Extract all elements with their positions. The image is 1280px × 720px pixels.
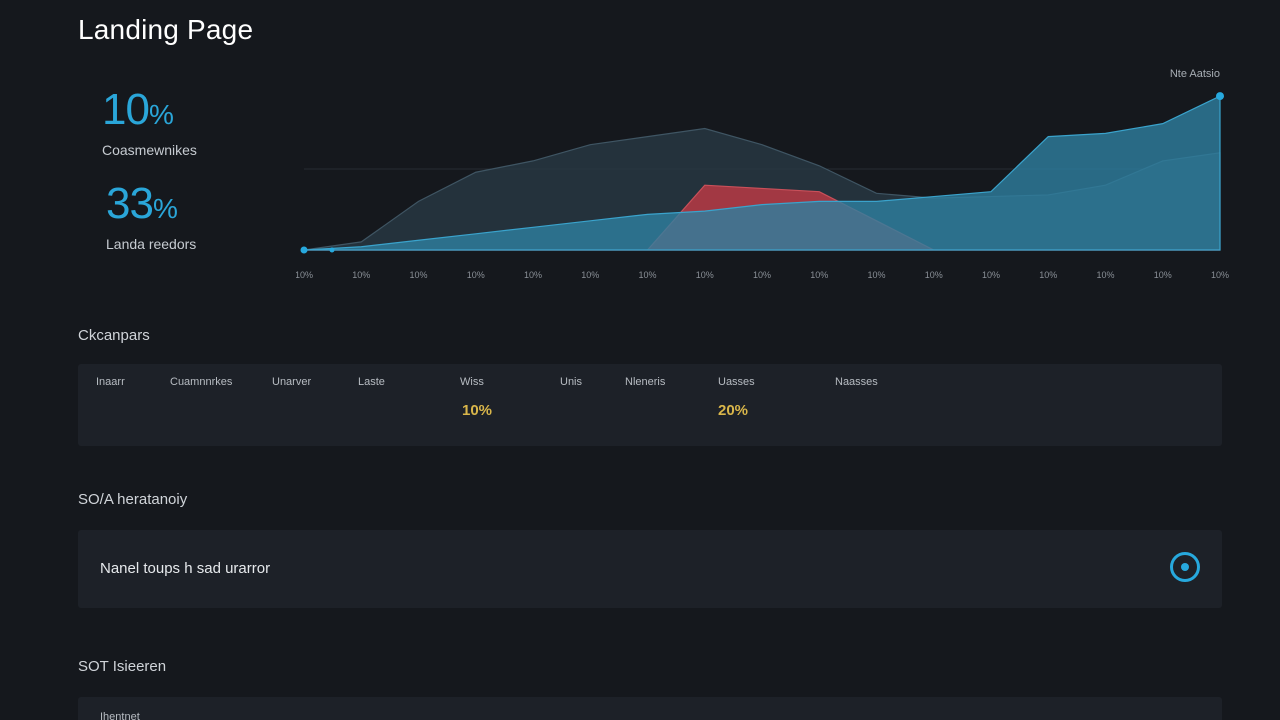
- chart-x-tick-label: 10%: [753, 270, 771, 280]
- notify-panel: Nanel toups h sad urarror: [78, 530, 1222, 608]
- chart-x-tick-label: 10%: [352, 270, 370, 280]
- chart-x-tick-label: 10%: [867, 270, 885, 280]
- chart-x-tick-label: 10%: [296, 270, 313, 280]
- chart-x-tick-label: 10%: [409, 270, 427, 280]
- chart-point: [329, 247, 335, 253]
- metric-column-header: Unarver: [272, 376, 312, 388]
- kpi-leads: 33% Landa reedors: [106, 179, 197, 253]
- section-label-notify: SO/A heratanoiy: [78, 491, 188, 508]
- metric-column-header: Inaarr: [96, 376, 125, 388]
- kpi-value: 33%: [106, 179, 178, 228]
- kpi-conversions: 10% Coasmewnikes: [102, 85, 197, 159]
- chart-x-tick-label: 10%: [1154, 270, 1172, 280]
- chart-x-tick-label: 10%: [524, 270, 542, 280]
- chart-canvas: 10% 10% 10% 10% 10% 10% 10% 10% 10% 10% 10% 10% 10% 1…: [296, 92, 1229, 280]
- chart-point: [300, 246, 308, 254]
- section-label-bottom: SOT Isieeren: [78, 658, 167, 675]
- bottom-panel: Ihentnet: [78, 697, 1222, 720]
- chart-x-tick-label: 10%: [810, 270, 828, 280]
- chart-x-tick-label: 10%: [696, 270, 714, 280]
- chart-series-area-0: [303, 95, 1221, 251]
- bottom-panel-text: Ihentnet: [100, 711, 140, 720]
- chart-x-tick-label: 10%: [1211, 270, 1229, 280]
- traffic-chart: Nte Aatsio 10% 10% 10% 10% 10% 10% 10% 10% 10% 10…: [296, 64, 1232, 286]
- metrics-panel: Inaarr Cuamnnrkes Unarver Laste Wiss Uni…: [78, 364, 1222, 446]
- metric-column-header: Cuamnnrkes: [170, 376, 233, 388]
- kpi-label: Coasmewnikes: [102, 142, 197, 158]
- metric-column-header: Nleneris: [625, 376, 666, 388]
- kpi-label: Landa reedors: [106, 236, 197, 252]
- kpi-value: 10%: [102, 85, 174, 134]
- metric-column-header: Unis: [560, 376, 583, 388]
- radio-target-icon[interactable]: [1170, 552, 1200, 582]
- chart-x-tick-label: 10%: [925, 270, 943, 280]
- chart-x-tick-label: 10%: [1039, 270, 1057, 280]
- metric-column-header: Uasses: [718, 376, 755, 388]
- chart-x-tick-label: 10%: [1096, 270, 1114, 280]
- page-title: Landing Page: [78, 14, 254, 45]
- metric-column-header: Naasses: [835, 376, 878, 388]
- metric-column-header: Laste: [358, 376, 385, 388]
- metric-value: 10%: [462, 402, 493, 419]
- chart-x-tick-label: 10%: [982, 270, 1000, 280]
- metric-column-header: Wiss: [460, 376, 484, 388]
- section-label-metrics: Ckcanpars: [78, 327, 150, 344]
- notify-text: Nanel toups h sad urarror: [100, 560, 271, 577]
- chart-x-tick-label: 10%: [638, 270, 656, 280]
- chart-point: [1216, 92, 1224, 101]
- metric-value: 20%: [718, 402, 749, 419]
- chart-x-tick-label: 10%: [581, 270, 599, 280]
- chart-corner-label: Nte Aatsio: [1169, 68, 1220, 80]
- chart-x-tick-label: 10%: [467, 270, 485, 280]
